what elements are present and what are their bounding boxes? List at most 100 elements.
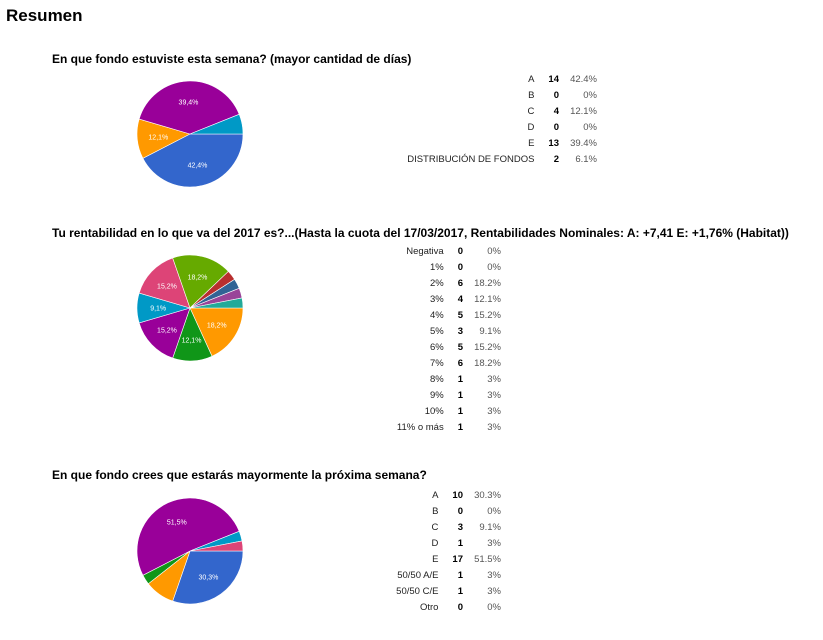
question-1-title: En que fondo estuviste esta semana? (may…	[52, 52, 412, 66]
result-percent: 12.1%	[570, 106, 597, 117]
page-title: Resumen	[6, 6, 83, 25]
result-percent: 6.1%	[575, 154, 597, 165]
result-row: DISTRIBUCIÓN DE FONDOS 2 6.1%	[403, 152, 601, 168]
result-label: 3%	[429, 294, 444, 305]
result-count: 14	[548, 74, 559, 85]
result-count: 13	[548, 138, 559, 149]
result-label: B	[432, 506, 439, 517]
pie-chart-3: 30,3% 51,5%	[136, 497, 244, 605]
result-label: A	[432, 490, 439, 501]
pie-slice-label: 18,2%	[207, 323, 227, 330]
pie-slice-label: 15,2%	[157, 284, 177, 291]
pie-slice-label: 9,1%	[150, 306, 166, 313]
result-percent: 3%	[487, 374, 501, 385]
pie-slice-4-	[138, 307, 191, 359]
result-percent: 3%	[487, 390, 501, 401]
pie-slice-distribuci-n-de-fondos	[189, 113, 244, 135]
result-row: Otro 0 0%	[392, 600, 505, 616]
result-label: D	[431, 538, 439, 549]
results-table-3: A 10 30.3% B 0 0% C 3 9.1% D 1 3% E 17 51.5% 50/50 A/E 1…	[392, 488, 505, 616]
results-table-2: Negativa 0 0% 1% 0 0% 2% 6 18.2% 3% 4 12.1% 4% 5 15.2%…	[393, 244, 505, 436]
result-label: 7%	[429, 358, 444, 369]
pie-slice-11-o-m-s	[189, 297, 244, 309]
result-label: D	[527, 122, 535, 133]
result-count: 6	[457, 358, 463, 369]
pie-slice-a	[142, 133, 244, 188]
result-row: 9% 1 3%	[393, 388, 505, 404]
result-row: D 0 0%	[403, 120, 601, 136]
result-percent: 0%	[487, 602, 501, 613]
pie-slice-e	[138, 80, 240, 135]
result-percent: 42.4%	[570, 74, 597, 85]
result-label: 2%	[429, 278, 444, 289]
result-label: 11% o más	[396, 422, 444, 433]
result-row: C 3 9.1%	[392, 520, 505, 536]
pie-slice-50-50-c-e	[189, 540, 244, 552]
results-table-1: A 14 42.4% B 0 0% C 4 12.1% D 0 0% E 13 39.4% DISTRIBUC…	[403, 72, 601, 168]
result-label: C	[527, 106, 535, 117]
result-count: 0	[457, 602, 463, 613]
result-count: 6	[457, 278, 463, 289]
result-label: B	[528, 90, 535, 101]
result-percent: 3%	[487, 538, 501, 549]
result-label: E	[528, 138, 535, 149]
result-row: Negativa 0 0%	[393, 244, 505, 260]
result-percent: 39.4%	[570, 138, 597, 149]
pie-slice-label: 12,1%	[182, 337, 202, 344]
result-count: 1	[457, 422, 463, 433]
pie-slice-label: 18,2%	[188, 275, 208, 282]
pie-chart-2: 18,2% 12,1% 15,2% 9,1% 15,2% 18,2%	[136, 254, 244, 362]
result-percent: 0%	[487, 506, 501, 517]
result-count: 1	[457, 538, 463, 549]
result-count: 3	[457, 522, 463, 533]
result-label: 8%	[429, 374, 444, 385]
pie-slice-e	[136, 497, 240, 576]
result-count: 0	[553, 90, 559, 101]
result-percent: 0%	[487, 262, 501, 273]
result-count: 4	[553, 106, 559, 117]
result-percent: 9.1%	[479, 522, 501, 533]
result-row: E 17 51.5%	[392, 552, 505, 568]
pie-slice-label: 42,4%	[188, 162, 208, 169]
result-label: 50/50 A/E	[397, 570, 439, 581]
result-label: A	[528, 74, 535, 85]
result-label: Otro	[419, 602, 439, 613]
result-percent: 51.5%	[474, 554, 501, 565]
result-percent: 9.1%	[479, 326, 501, 337]
result-label: 9%	[429, 390, 444, 401]
result-count: 5	[457, 342, 463, 353]
result-label: 10%	[424, 406, 444, 417]
result-row: 5% 3 9.1%	[393, 324, 505, 340]
result-label: Negativa	[406, 246, 444, 257]
result-count: 4	[457, 294, 463, 305]
result-row: 50/50 A/E 1 3%	[392, 568, 505, 584]
result-count: 2	[553, 154, 559, 165]
result-count: 0	[553, 122, 559, 133]
question-3-title: En que fondo crees que estarás mayorment…	[52, 468, 427, 482]
question-2-title: Tu rentabilidad en lo que va del 2017 es…	[52, 226, 789, 240]
result-percent: 0%	[583, 90, 597, 101]
result-row: 3% 4 12.1%	[393, 292, 505, 308]
result-label: 50/50 C/E	[396, 586, 439, 597]
result-count: 1	[457, 374, 463, 385]
result-label: DISTRIBUCIÓN DE FONDOS	[407, 154, 535, 165]
pie-slice-label: 15,2%	[157, 327, 177, 334]
result-count: 5	[457, 310, 463, 321]
result-label: 6%	[429, 342, 444, 353]
pie-slice-7-	[172, 254, 229, 309]
result-percent: 12.1%	[474, 294, 501, 305]
result-count: 1	[457, 406, 463, 417]
pie-slice-label: 51,5%	[167, 520, 187, 527]
pie-slice-a	[172, 550, 244, 605]
result-row: B 0 0%	[403, 88, 601, 104]
result-count: 1	[457, 390, 463, 401]
pie-slice-label: 12,1%	[148, 135, 168, 142]
result-percent: 3%	[487, 570, 501, 581]
result-label: 5%	[429, 326, 444, 337]
result-row: A 14 42.4%	[403, 72, 601, 88]
result-row: D 1 3%	[392, 536, 505, 552]
result-row: A 10 30.3%	[392, 488, 505, 504]
result-count: 0	[457, 506, 463, 517]
result-label: E	[432, 554, 439, 565]
result-row: 50/50 C/E 1 3%	[392, 584, 505, 600]
